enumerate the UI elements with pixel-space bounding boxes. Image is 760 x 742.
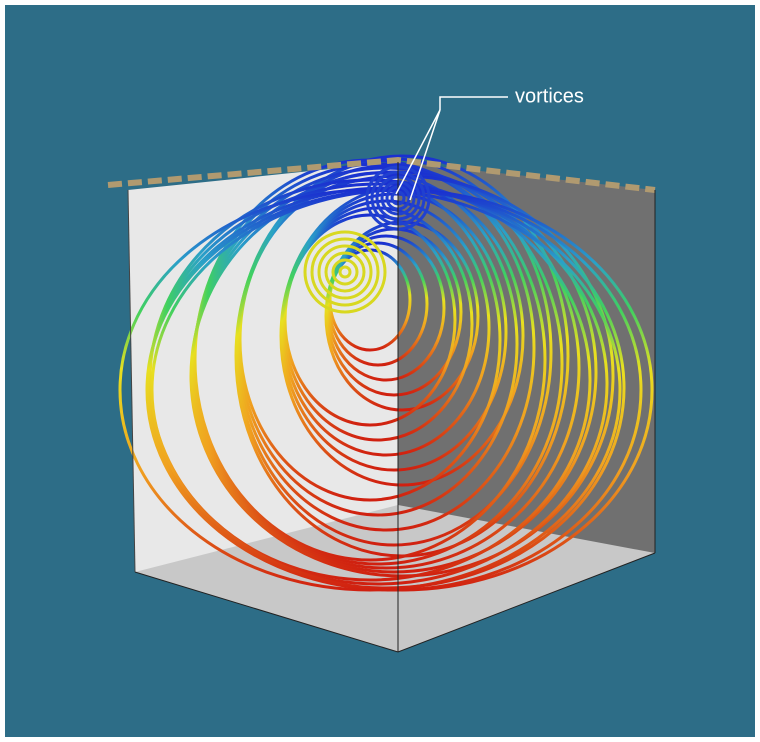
page: vortices (() => { const data = JSON.pars… bbox=[0, 0, 760, 742]
annotation: vortices bbox=[515, 85, 584, 107]
visualization: vortices bbox=[0, 0, 760, 742]
